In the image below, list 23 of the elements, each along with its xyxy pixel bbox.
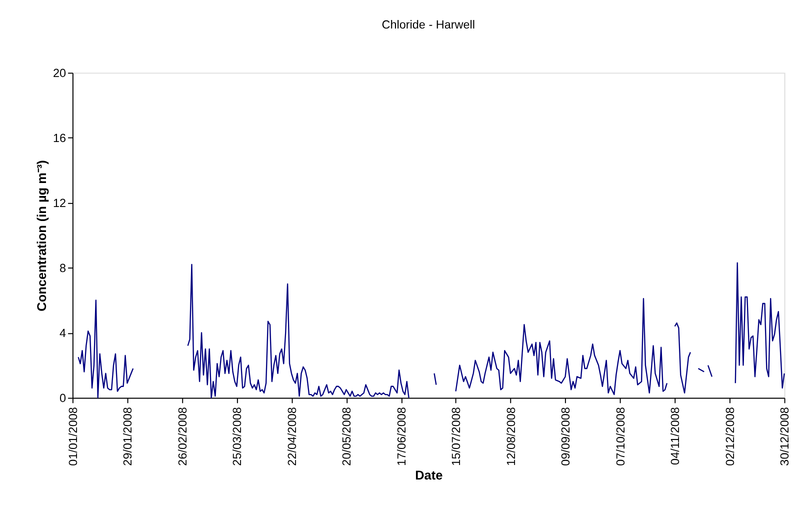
x-axis-title: Date [415, 468, 443, 483]
x-tick-label: 04/11/2008 [669, 406, 682, 465]
y-axis-title: Concentration (in µg m⁻³) [34, 160, 50, 312]
x-tick-label: 12/08/2008 [504, 406, 518, 466]
x-tick-label: 09/09/2008 [560, 406, 573, 466]
y-tick-label: 4 [60, 327, 67, 340]
x-tick-label: 15/07/2008 [450, 406, 464, 466]
chart-title: Chloride - Harwell [382, 18, 476, 32]
x-tick-label: 17/06/2008 [395, 406, 408, 466]
y-tick-label: 8 [60, 262, 67, 276]
x-tick-label: 26/02/2008 [176, 406, 190, 466]
x-tick-label: 29/01/2008 [122, 406, 135, 466]
x-tick-label: 07/10/2008 [614, 406, 628, 466]
x-tick-label: 22/04/2008 [286, 406, 299, 466]
x-tick-label: 01/01/2008 [66, 406, 80, 466]
x-tick-label: 30/12/2008 [778, 406, 792, 466]
y-tick-label: 0 [60, 392, 67, 406]
y-tick-label: 12 [53, 197, 66, 210]
y-tick-label: 16 [53, 132, 67, 146]
x-tick-label: 25/03/2008 [231, 406, 244, 466]
x-tick-label: 20/05/2008 [340, 406, 354, 466]
x-tick-label: 02/12/2008 [724, 406, 737, 466]
y-tick-label: 20 [53, 67, 67, 80]
